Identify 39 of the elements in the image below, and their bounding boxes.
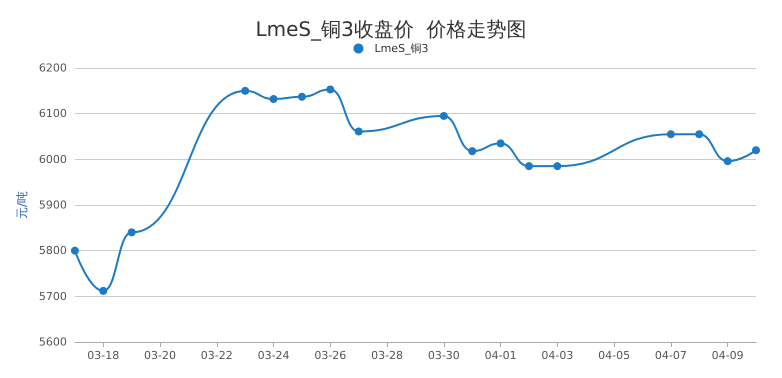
legend-label: LmeS_铜3 — [374, 42, 429, 55]
point — [468, 147, 476, 156]
point — [724, 157, 732, 166]
x-tick-label: 03-22 — [200, 349, 233, 362]
point — [128, 228, 136, 236]
y-axis-title: 元/吨 — [15, 190, 29, 220]
point — [752, 146, 760, 154]
x-tick-label: 04-01 — [484, 349, 517, 362]
point — [524, 162, 533, 170]
x-tick-label: 04-05 — [598, 349, 630, 362]
y-tick-label: 6000 — [38, 152, 67, 166]
x-tick-label: 03-18 — [87, 349, 120, 362]
point — [695, 130, 704, 138]
x-tick-label: 04-09 — [712, 349, 744, 362]
y-tick-label: 5600 — [38, 336, 67, 348]
point — [496, 139, 505, 148]
x-tick-label: 03-28 — [371, 349, 404, 362]
point — [440, 112, 448, 120]
point — [298, 92, 306, 101]
x-tick-label: 03-26 — [314, 349, 346, 362]
point — [270, 95, 278, 104]
y-tick-label: 5800 — [38, 244, 67, 258]
x-tick-label: 03-30 — [428, 349, 460, 362]
point — [553, 162, 562, 170]
y-tick-label: 5900 — [38, 198, 67, 212]
x-tick-label: 04-07 — [654, 349, 687, 362]
x-tick-label: 04-03 — [541, 349, 574, 362]
chart-title: LmeS_铜3收盘价 价格走势图 — [255, 17, 527, 41]
point — [241, 86, 250, 95]
point — [666, 130, 675, 138]
y-tick-label: 5700 — [38, 290, 67, 303]
y-tick-label: 6200 — [38, 62, 67, 74]
point — [70, 246, 79, 255]
point — [326, 85, 334, 94]
point — [99, 286, 108, 295]
x-tick-label: 03-20 — [144, 349, 176, 362]
y-tick-label: 6100 — [38, 107, 67, 120]
x-tick-label: 03-24 — [258, 349, 290, 362]
point — [354, 127, 363, 136]
